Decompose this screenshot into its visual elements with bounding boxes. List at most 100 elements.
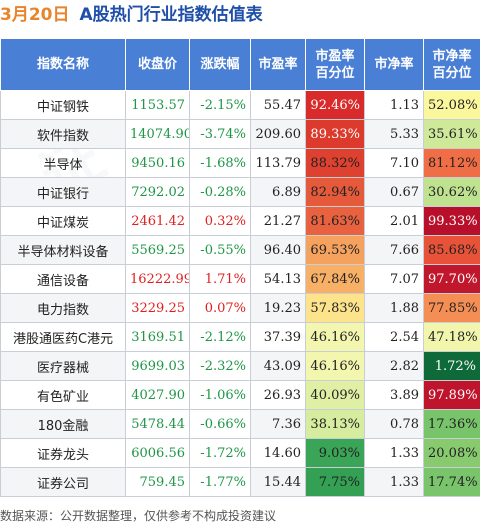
table-row: 证券公司 759.45 -1.77% 15.44 7.75% 1.33 17.74%	[0, 467, 480, 497]
close-cell: 6006.56	[125, 438, 190, 468]
pb-percentile-cell: 99.33%	[423, 206, 480, 236]
table-row: 电力指数 3229.25 0.07% 19.23 57.83% 1.88 77.85%	[0, 293, 480, 323]
change-cell: -2.32%	[189, 351, 251, 381]
header-change: 涨跌幅	[189, 38, 251, 91]
change-cell: -0.66%	[189, 409, 251, 439]
pb-percentile-cell: 97.89%	[423, 380, 480, 410]
pb-percentile-cell: 47.18%	[423, 322, 480, 352]
change-cell: -2.15%	[189, 90, 251, 120]
pe-cell: 26.93	[250, 380, 306, 410]
change-cell: -0.28%	[189, 177, 251, 207]
index-name-cell: 有色矿业	[0, 380, 126, 410]
change-cell: -0.55%	[189, 235, 251, 265]
table-row: 180金融 5478.44 -0.66% 7.36 38.13% 0.78 17.36%	[0, 409, 480, 439]
header-pe: 市盈率	[250, 38, 306, 91]
pe-percentile-cell: 82.94%	[305, 177, 365, 207]
index-name-cell: 中证银行	[0, 177, 126, 207]
pb-percentile-cell: 35.61%	[423, 119, 480, 149]
change-cell: -1.68%	[189, 148, 251, 178]
table-row: 中证煤炭 2461.42 0.32% 21.27 81.63% 2.01 99.33%	[0, 206, 480, 236]
pe-percentile-cell: 67.84%	[305, 264, 365, 294]
pb-cell: 0.67	[364, 177, 424, 207]
valuation-table: 指数名称 收盘价 涨跌幅 市盈率 市盈率 百分位 市净率 市净率 百分位 中证钢铁 1…	[0, 38, 480, 497]
pe-cell: 113.79	[250, 148, 306, 178]
table-row: 软件指数 14074.90 -3.74% 209.60 89.33% 5.33 35.61%	[0, 119, 480, 149]
pb-cell: 1.88	[364, 293, 424, 323]
pe-cell: 55.47	[250, 90, 306, 120]
pe-cell: 21.27	[250, 206, 306, 236]
index-name-cell: 中证钢铁	[0, 90, 126, 120]
pb-percentile-cell: 97.70%	[423, 264, 480, 294]
table-row: 医疗器械 9699.03 -2.32% 43.09 46.16% 2.82 1.72%	[0, 351, 480, 381]
header-row: 指数名称 收盘价 涨跌幅 市盈率 市盈率 百分位 市净率 市净率 百分位	[0, 38, 480, 91]
pe-cell: 19.23	[250, 293, 306, 323]
table-row: 中证钢铁 1153.57 -2.15% 55.47 92.46% 1.13 52.08%	[0, 90, 480, 120]
index-name-cell: 港股通医药C港元	[0, 322, 126, 352]
change-cell: -1.72%	[189, 438, 251, 468]
pe-cell: 54.13	[250, 264, 306, 294]
header-pe-percentile: 市盈率 百分位	[305, 38, 365, 91]
index-name-cell: 半导体	[0, 148, 126, 178]
title-text: A股热门行业指数估值表	[79, 5, 263, 25]
close-cell: 5478.44	[125, 409, 190, 439]
change-cell: -2.12%	[189, 322, 251, 352]
change-cell: -3.74%	[189, 119, 251, 149]
pe-cell: 14.60	[250, 438, 306, 468]
pb-percentile-cell: 20.08%	[423, 438, 480, 468]
pb-percentile-cell: 17.36%	[423, 409, 480, 439]
index-name-cell: 电力指数	[0, 293, 126, 323]
table-row: 半导体 9450.16 -1.68% 113.79 88.32% 7.10 81.12%	[0, 148, 480, 178]
pe-cell: 15.44	[250, 467, 306, 497]
pe-percentile-cell: 9.03%	[305, 438, 365, 468]
index-name-cell: 180金融	[0, 409, 126, 439]
close-cell: 4027.90	[125, 380, 190, 410]
pb-cell: 3.89	[364, 380, 424, 410]
pb-percentile-cell: 52.08%	[423, 90, 480, 120]
pe-percentile-cell: 38.13%	[305, 409, 365, 439]
pe-cell: 6.89	[250, 177, 306, 207]
pb-percentile-cell: 30.62%	[423, 177, 480, 207]
pe-percentile-cell: 81.63%	[305, 206, 365, 236]
change-cell: 0.07%	[189, 293, 251, 323]
title-date: 3月20日	[0, 5, 70, 25]
pb-cell: 0.78	[364, 409, 424, 439]
close-cell: 9699.03	[125, 351, 190, 381]
index-name-cell: 中证煤炭	[0, 206, 126, 236]
pe-percentile-cell: 40.09%	[305, 380, 365, 410]
index-name-cell: 医疗器械	[0, 351, 126, 381]
pb-cell: 1.13	[364, 90, 424, 120]
close-cell: 14074.90	[125, 119, 190, 149]
pe-percentile-cell: 88.32%	[305, 148, 365, 178]
close-cell: 2461.42	[125, 206, 190, 236]
index-name-cell: 证券龙头	[0, 438, 126, 468]
table-row: 半导体材料设备 5569.25 -0.55% 96.40 69.53% 7.66 85.68…	[0, 235, 480, 265]
pb-percentile-cell: 81.12%	[423, 148, 480, 178]
header-name: 指数名称	[0, 38, 126, 91]
pb-cell: 1.33	[364, 438, 424, 468]
close-cell: 759.45	[125, 467, 190, 497]
table-row: 通信设备 16222.99 1.71% 54.13 67.84% 7.07 97.70%	[0, 264, 480, 294]
close-cell: 1153.57	[125, 90, 190, 120]
index-name-cell: 证券公司	[0, 467, 126, 497]
pb-percentile-cell: 17.74%	[423, 467, 480, 497]
close-cell: 5569.25	[125, 235, 190, 265]
pe-percentile-cell: 89.33%	[305, 119, 365, 149]
close-cell: 3229.25	[125, 293, 190, 323]
change-cell: 0.32%	[189, 206, 251, 236]
pb-cell: 1.33	[364, 467, 424, 497]
pe-cell: 7.36	[250, 409, 306, 439]
pb-cell: 2.82	[364, 351, 424, 381]
pb-percentile-cell: 1.72%	[423, 351, 480, 381]
pb-cell: 7.10	[364, 148, 424, 178]
header-pb-percentile: 市净率 百分位	[423, 38, 480, 91]
pe-cell: 37.39	[250, 322, 306, 352]
index-name-cell: 通信设备	[0, 264, 126, 294]
change-cell: -1.77%	[189, 467, 251, 497]
close-cell: 9450.16	[125, 148, 190, 178]
pe-cell: 209.60	[250, 119, 306, 149]
pe-percentile-cell: 92.46%	[305, 90, 365, 120]
table-row: 证券龙头 6006.56 -1.72% 14.60 9.03% 1.33 20.08%	[0, 438, 480, 468]
pe-cell: 43.09	[250, 351, 306, 381]
pb-percentile-cell: 85.68%	[423, 235, 480, 265]
change-cell: -1.06%	[189, 380, 251, 410]
